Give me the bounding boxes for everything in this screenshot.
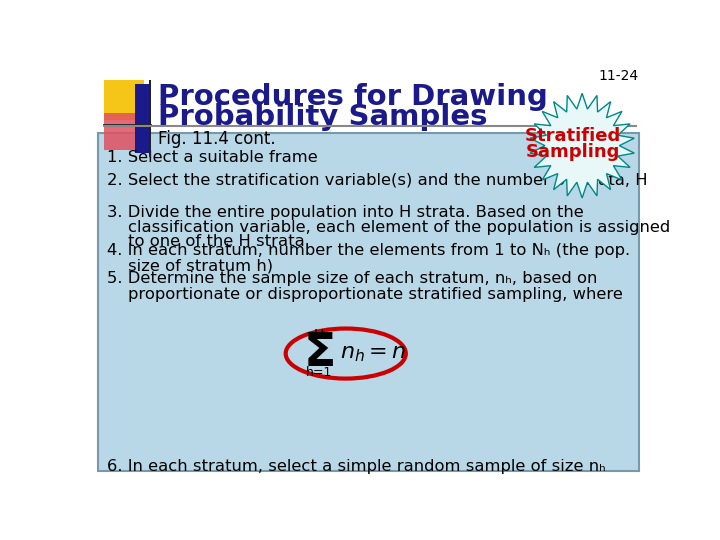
Text: Probability Samples: Probability Samples <box>158 103 487 131</box>
Text: proportionate or disproportionate stratified sampling, where: proportionate or disproportionate strati… <box>107 287 623 301</box>
Text: 11-24: 11-24 <box>598 69 639 83</box>
Text: 6. In each stratum, select a simple random sample of size nₕ: 6. In each stratum, select a simple rand… <box>107 459 606 474</box>
Text: $n_h = n$: $n_h = n$ <box>341 343 407 363</box>
Polygon shape <box>530 93 634 198</box>
Text: classification variable, each element of the population is assigned: classification variable, each element of… <box>107 220 670 235</box>
Text: Sampling: Sampling <box>526 143 620 161</box>
Text: 5. Determine the sample size of each stratum, nₕ, based on: 5. Determine the sample size of each str… <box>107 271 598 286</box>
Text: 1. Select a suitable frame: 1. Select a suitable frame <box>107 150 318 165</box>
Text: 2. Select the stratification variable(s) and the number of strata, H: 2. Select the stratification variable(s)… <box>107 173 647 187</box>
Text: Fig. 11.4 cont.: Fig. 11.4 cont. <box>158 130 276 148</box>
Text: to one of the H strata: to one of the H strata <box>107 234 305 249</box>
Text: Procedures for Drawing: Procedures for Drawing <box>158 83 548 111</box>
FancyBboxPatch shape <box>98 132 639 471</box>
Text: 3. Divide the entire population into H strata. Based on the: 3. Divide the entire population into H s… <box>107 205 584 220</box>
Text: size of stratum h): size of stratum h) <box>107 259 273 274</box>
Bar <box>104 80 144 120</box>
Text: h=1: h=1 <box>305 366 332 379</box>
Text: $\mathbf{\Sigma}$: $\mathbf{\Sigma}$ <box>303 331 334 376</box>
Bar <box>135 84 149 153</box>
Text: H: H <box>313 328 324 342</box>
Text: 4. In each stratum, number the elements from 1 to Nₕ (the pop.: 4. In each stratum, number the elements … <box>107 244 630 259</box>
Bar <box>104 112 144 150</box>
Bar <box>90 65 648 180</box>
Bar <box>149 80 150 157</box>
Text: Stratified: Stratified <box>525 127 621 145</box>
